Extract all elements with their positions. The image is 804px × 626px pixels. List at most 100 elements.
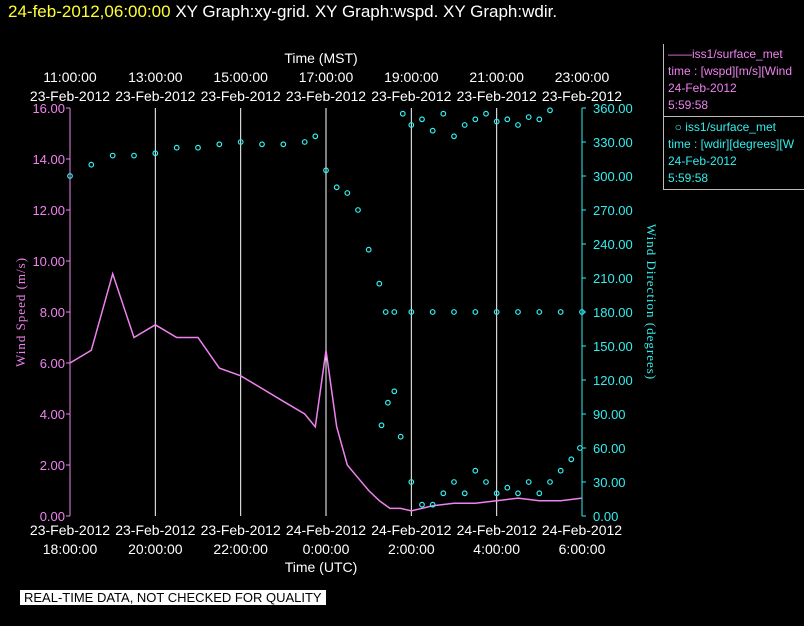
wdir-point — [301, 139, 308, 145]
wdir-point — [131, 152, 137, 159]
top-tick-date: 23-Feb-2012 — [457, 88, 537, 104]
right-axis-label: Wind Direction (degrees) — [644, 224, 659, 380]
top-tick-time: 15:00:00 — [213, 69, 268, 85]
top-tick-date: 23-Feb-2012 — [371, 88, 451, 104]
top-tick-date: 23-Feb-2012 — [201, 88, 281, 104]
wdir-point — [67, 173, 73, 179]
bottom-axis-label: Time (UTC) — [285, 559, 358, 575]
wdir-point — [568, 456, 575, 463]
top-tick-time: 13:00:00 — [128, 69, 183, 85]
bottom-tick-time: 0:00:00 — [303, 541, 350, 557]
wdir-point — [429, 127, 436, 134]
wdir-point — [280, 141, 287, 148]
left-axis-label: Wind Speed (m/s) — [13, 257, 28, 367]
wdir-point — [579, 309, 585, 315]
right-tick-label: 30.00 — [593, 475, 626, 490]
wdir-point — [259, 141, 265, 148]
left-tick-label: 6.00 — [40, 356, 65, 371]
top-tick-time: 11:00:00 — [43, 69, 97, 85]
wdir-point — [408, 122, 415, 128]
wdir-point — [525, 479, 532, 485]
wdir-point — [515, 490, 521, 497]
wdir-point — [536, 116, 543, 123]
wdir-point — [461, 490, 468, 497]
right-tick-label: 120.00 — [593, 373, 633, 388]
bottom-tick-time: 6:00:00 — [559, 541, 606, 557]
legend-wdir-date: 24-Feb-2012 — [668, 154, 737, 168]
wdir-point — [472, 309, 479, 315]
wdir-point — [472, 116, 479, 123]
wdir-point — [385, 399, 391, 406]
wdir-point — [195, 144, 201, 151]
wdir-point — [547, 479, 553, 485]
quality-notice: REAL-TIME DATA, NOT CHECKED FOR QUALITY — [20, 590, 326, 605]
wdir-point — [515, 122, 521, 128]
wdir-point — [547, 107, 553, 114]
right-tick-label: 180.00 — [593, 305, 633, 320]
right-tick-label: 210.00 — [593, 271, 633, 286]
left-tick-label: 0.00 — [40, 509, 65, 524]
legend-wspd-date: 24-Feb-2012 — [668, 81, 737, 95]
wdir-point — [504, 484, 511, 491]
left-tick-label: 8.00 — [40, 305, 65, 320]
bottom-tick-date: 23-Feb-2012 — [30, 522, 110, 538]
wdir-point — [493, 490, 500, 497]
wdir-point — [382, 309, 389, 315]
wdir-point — [109, 152, 116, 159]
wdir-point — [504, 116, 511, 123]
wdir-point — [391, 309, 398, 315]
right-tick-label: 330.00 — [593, 135, 633, 150]
top-tick-time: 23:00:00 — [555, 69, 610, 85]
wdir-point — [391, 388, 398, 395]
left-tick-label: 2.00 — [40, 458, 65, 473]
wdir-point — [451, 309, 457, 315]
bottom-tick-time: 22:00:00 — [213, 541, 268, 557]
legend-wdir-var: time : [wdir][degrees][W — [668, 137, 795, 151]
legend: ——iss1/surface_met time : [wspd][m/s][Wi… — [663, 44, 804, 190]
wdir-point — [451, 479, 457, 485]
wspd-series-line — [69, 271, 583, 512]
left-tick-label: 16.00 — [32, 101, 65, 116]
timestamp: 24-feb-2012,06:00:00 — [8, 2, 171, 21]
wdir-point — [472, 467, 479, 474]
wdir-point — [333, 184, 340, 191]
wdir-point — [408, 309, 415, 315]
wdir-point — [397, 433, 404, 440]
wdir-point — [399, 110, 406, 117]
wdir-point — [440, 110, 447, 117]
bottom-tick-date: 24-Feb-2012 — [457, 522, 537, 538]
wdir-point — [515, 309, 521, 315]
left-tick-label: 4.00 — [40, 407, 65, 422]
wdir-point — [525, 114, 532, 120]
top-tick-time: 19:00:00 — [384, 69, 439, 85]
legend-wspd: ——iss1/surface_met time : [wspd][m/s][Wi… — [663, 44, 804, 117]
top-tick-time: 21:00:00 — [469, 69, 524, 85]
legend-wspd-time: 5:59:58 — [668, 98, 709, 112]
bottom-tick-date: 24-Feb-2012 — [542, 522, 622, 538]
wdir-point — [173, 144, 180, 151]
left-tick-label: 14.00 — [32, 152, 65, 167]
wdir-point — [312, 133, 319, 140]
wdir-point — [355, 207, 361, 213]
right-tick-label: 240.00 — [593, 237, 633, 252]
bottom-tick-time: 2:00:00 — [388, 541, 435, 557]
graph-titles: XY Graph:xy-grid. XY Graph:wspd. XY Grap… — [175, 2, 558, 21]
wdir-point — [408, 479, 415, 485]
wdir-point — [88, 161, 95, 168]
wdir-point — [483, 110, 489, 117]
legend-wdir-series: ○ iss1/surface_met — [668, 120, 776, 134]
bottom-tick-date: 24-Feb-2012 — [286, 522, 366, 538]
wdir-point — [237, 139, 244, 145]
bottom-tick-time: 18:00:00 — [43, 541, 98, 557]
legend-wdir: ○ iss1/surface_met time : [wdir][degrees… — [663, 117, 804, 190]
graph-header: 24-feb-2012,06:00:00 XY Graph:xy-grid. X… — [8, 2, 557, 22]
wdir-point — [557, 309, 564, 315]
top-tick-date: 23-Feb-2012 — [115, 88, 195, 104]
right-tick-label: 300.00 — [593, 169, 633, 184]
wdir-point — [344, 190, 351, 196]
top-tick-date: 23-Feb-2012 — [542, 88, 622, 104]
wdir-point — [216, 141, 223, 148]
wdir-point — [493, 118, 500, 125]
wdir-point — [323, 167, 329, 174]
wdir-point — [429, 309, 436, 315]
